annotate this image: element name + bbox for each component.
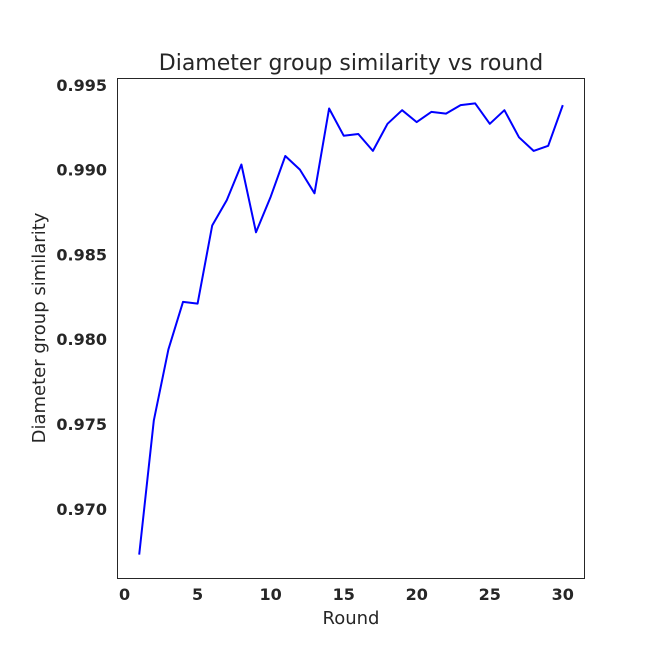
series-group (138, 102, 564, 555)
plot-frame (117, 78, 585, 579)
x-tick-label: 30 (552, 585, 574, 604)
x-tick-label: 25 (479, 585, 501, 604)
x-axis-label: Round (323, 608, 380, 629)
chart-title: Diameter group similarity vs round (159, 51, 543, 76)
x-tick-label: 0 (119, 585, 130, 604)
y-tick-label: 0.975 (56, 415, 107, 434)
y-tick-label: 0.985 (56, 245, 107, 264)
axis-ticks: 0 5 10 15 20 25 30 0.970 0.975 0.980 0.985 0.990 0.9… (56, 76, 574, 604)
y-tick-label: 0.980 (56, 330, 107, 349)
y-tick-label: 0.970 (56, 500, 107, 519)
x-tick-label: 15 (333, 585, 355, 604)
series-line (138, 102, 564, 555)
y-tick-label: 0.990 (56, 161, 107, 180)
x-tick-label: 20 (406, 585, 428, 604)
x-tick-label: 10 (260, 585, 282, 604)
y-tick-label: 0.995 (56, 76, 107, 95)
x-tick-label: 5 (192, 585, 203, 604)
y-axis-label: Diameter group similarity (29, 212, 50, 443)
